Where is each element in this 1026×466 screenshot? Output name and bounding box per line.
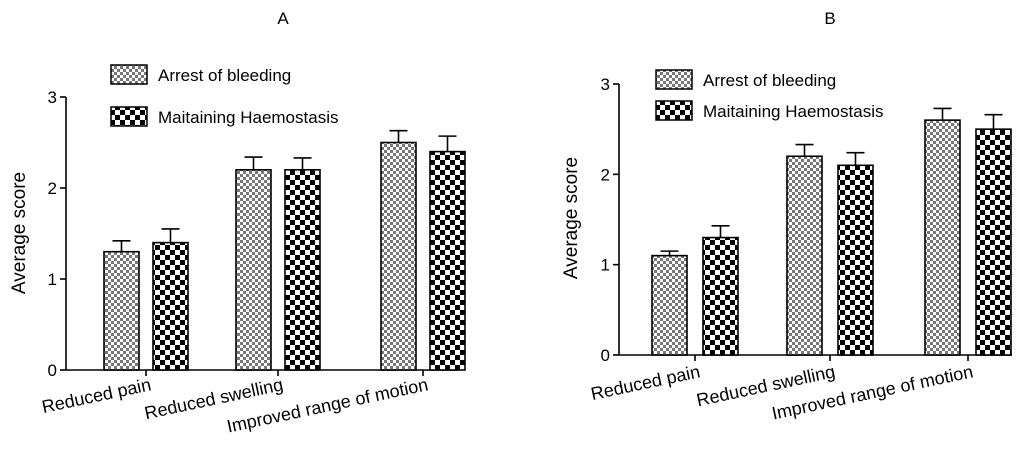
panel-a-y-tick-label: 0 <box>48 361 57 380</box>
panel-b-bar-maitaining-haemostasis <box>975 128 1012 356</box>
panel-a-legend-swatch-maitaining-haemostasis <box>110 106 148 127</box>
panel-b-y-axis-title: Average score <box>561 157 582 279</box>
panel-a-bar-arrest-of-bleeding <box>235 169 272 371</box>
panel-a: A Average score Arrest of bleeding Maita… <box>9 9 466 437</box>
panel-b-legend-label-arrest-of-bleeding: Arrest of bleeding <box>703 71 836 90</box>
panel-b-legend: Arrest of bleeding Maitaining Haemostasi… <box>655 69 883 121</box>
panel-b-bar-arrest-of-bleeding <box>651 254 688 356</box>
panel-b-bar-arrest-of-bleeding <box>924 119 961 356</box>
panel-b-x-tick-label: Reduced pain <box>589 361 702 404</box>
panel-a-legend: Arrest of bleeding Maitaining Haemostasi… <box>110 64 338 127</box>
panel-a-bar-arrest-of-bleeding <box>380 141 417 371</box>
panel-a-y-tick-label: 1 <box>48 270 57 289</box>
panel-a-label: A <box>277 9 289 28</box>
panel-b-bar-maitaining-haemostasis <box>702 236 739 356</box>
panel-a-y-axis-title: Average score <box>9 172 30 294</box>
panel-b-y-tick-label: 0 <box>601 346 610 365</box>
panel-b-y-tick-label: 3 <box>601 75 610 94</box>
panel-a-bar-maitaining-haemostasis <box>284 169 321 371</box>
panel-b-bar-arrest-of-bleeding <box>786 155 823 356</box>
panel-a-y-tick-label: 2 <box>48 179 57 198</box>
panel-b-y-tick-label: 1 <box>601 256 610 275</box>
panel-b-y-tick-label: 2 <box>601 165 610 184</box>
panel-b-legend-label-maitaining-haemostasis: Maitaining Haemostasis <box>703 102 883 121</box>
panel-a-legend-label-arrest-of-bleeding: Arrest of bleeding <box>158 66 291 85</box>
panel-a-x-tick-label: Reduced pain <box>40 374 153 417</box>
panel-b-legend-swatch-maitaining-haemostasis <box>655 100 693 121</box>
panel-b-bar-maitaining-haemostasis <box>837 164 874 356</box>
panel-a-bar-maitaining-haemostasis <box>152 241 189 371</box>
panel-b: B Average score Arrest of bleeding Maita… <box>561 9 1012 424</box>
panel-a-bar-maitaining-haemostasis <box>429 150 466 371</box>
panel-b-legend-swatch-arrest-of-bleeding <box>655 69 693 90</box>
panel-a-y-tick-label: 3 <box>48 88 57 107</box>
panel-a-legend-swatch-arrest-of-bleeding <box>110 64 148 85</box>
panel-a-bar-arrest-of-bleeding <box>103 250 140 371</box>
panel-a-legend-label-maitaining-haemostasis: Maitaining Haemostasis <box>158 108 338 127</box>
panel-b-label: B <box>824 9 835 28</box>
